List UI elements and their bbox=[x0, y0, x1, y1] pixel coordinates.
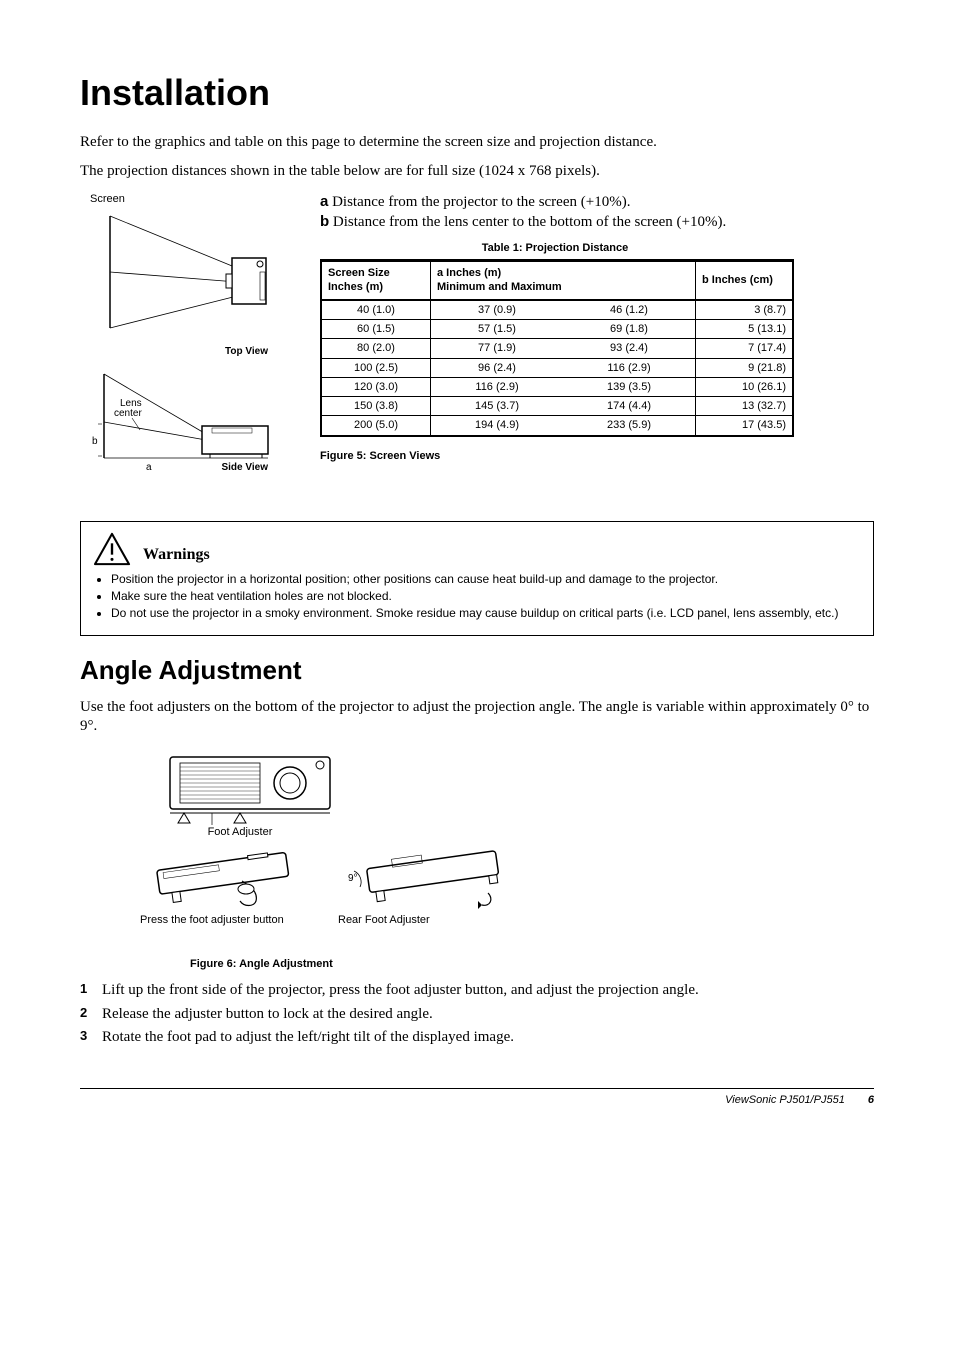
projection-table: Screen Size Inches (m) a Inches (m)Minim… bbox=[320, 259, 794, 437]
table-cell: 46 (1.2) bbox=[563, 300, 696, 320]
table-cell: 96 (2.4) bbox=[431, 358, 564, 377]
table-cell: 9 (21.8) bbox=[696, 358, 793, 377]
warning-icon bbox=[93, 532, 131, 566]
page-title: Installation bbox=[80, 70, 874, 117]
table-cell: 150 (3.8) bbox=[322, 397, 431, 416]
warning-item: Position the projector in a horizontal p… bbox=[111, 572, 861, 587]
warning-item: Make sure the heat ventilation holes are… bbox=[111, 589, 861, 604]
step-item: Rotate the foot pad to adjust the left/r… bbox=[80, 1028, 874, 1048]
table-cell: 40 (1.0) bbox=[322, 300, 431, 320]
warnings-box: Warnings Position the projector in a hor… bbox=[80, 521, 874, 636]
def-a: a Distance from the projector to the scr… bbox=[320, 192, 874, 213]
angle-para: Use the foot adjusters on the bottom of … bbox=[80, 698, 874, 737]
table-cell: 17 (43.5) bbox=[696, 416, 793, 435]
th-screen-size: Screen Size Inches (m) bbox=[328, 267, 390, 293]
table-cell: 60 (1.5) bbox=[322, 319, 431, 338]
table-caption: Table 1: Projection Distance bbox=[320, 241, 790, 255]
table-row: 200 (5.0)194 (4.9)233 (5.9)17 (43.5) bbox=[322, 416, 792, 435]
table-cell: 37 (0.9) bbox=[431, 300, 564, 320]
table-cell: 13 (32.7) bbox=[696, 397, 793, 416]
screen-label: Screen bbox=[90, 192, 290, 206]
svg-text:Side View: Side View bbox=[221, 462, 268, 473]
step-text: Lift up the front side of the projector,… bbox=[102, 981, 699, 1001]
fig5-caption: Figure 5: Screen Views bbox=[320, 449, 874, 463]
intro-para-2: The projection distances shown in the ta… bbox=[80, 162, 874, 182]
def-b-text: Distance from the lens center to the bot… bbox=[329, 214, 726, 230]
table-cell: 69 (1.8) bbox=[563, 319, 696, 338]
table-cell: 233 (5.9) bbox=[563, 416, 696, 435]
table-cell: 116 (2.9) bbox=[431, 377, 564, 396]
svg-text:9°: 9° bbox=[348, 873, 358, 884]
table-cell: 194 (4.9) bbox=[431, 416, 564, 435]
table-cell: 3 (8.7) bbox=[696, 300, 793, 320]
table-cell: 80 (2.0) bbox=[322, 339, 431, 358]
step-item: Release the adjuster button to lock at t… bbox=[80, 1005, 874, 1025]
table-cell: 174 (4.4) bbox=[563, 397, 696, 416]
table-cell: 57 (1.5) bbox=[431, 319, 564, 338]
fig6-caption: Figure 6: Angle Adjustment bbox=[190, 957, 874, 971]
top-view-diagram: Top View bbox=[80, 206, 274, 360]
table-row: 100 (2.5)96 (2.4)116 (2.9)9 (21.8) bbox=[322, 358, 792, 377]
rear-foot-svg: 9° bbox=[338, 837, 508, 913]
table-cell: 145 (3.7) bbox=[431, 397, 564, 416]
foot-adjuster-label: Foot Adjuster bbox=[208, 826, 273, 837]
table-cell: 100 (2.5) bbox=[322, 358, 431, 377]
def-a-text: Distance from the projector to the scree… bbox=[328, 194, 630, 210]
th-a-sub: Minimum and Maximum bbox=[437, 281, 562, 293]
table-cell: 120 (3.0) bbox=[322, 377, 431, 396]
table-row: 60 (1.5)57 (1.5)69 (1.8)5 (13.1) bbox=[322, 319, 792, 338]
footer-model: ViewSonic PJ501/PJ551 bbox=[725, 1094, 845, 1106]
svg-text:Top View: Top View bbox=[225, 346, 268, 357]
warnings-label: Warnings bbox=[143, 545, 210, 566]
table-cell: 5 (13.1) bbox=[696, 319, 793, 338]
warning-item: Do not use the projector in a smoky envi… bbox=[111, 606, 861, 621]
svg-text:center: center bbox=[114, 408, 142, 419]
def-b: b Distance from the lens center to the b… bbox=[320, 212, 874, 233]
table-cell: 200 (5.0) bbox=[322, 416, 431, 435]
th-a-text: Inches (m) bbox=[443, 267, 501, 279]
table-cell: 7 (17.4) bbox=[696, 339, 793, 358]
table-cell: 139 (3.5) bbox=[563, 377, 696, 396]
angle-heading: Angle Adjustment bbox=[80, 654, 874, 688]
intro-para-1: Refer to the graphics and table on this … bbox=[80, 133, 874, 153]
press-btn-svg bbox=[140, 837, 310, 913]
th-b-text: Inches (cm) bbox=[709, 274, 773, 286]
rear-foot-label: Rear Foot Adjuster bbox=[338, 913, 508, 927]
step-text: Release the adjuster button to lock at t… bbox=[102, 1005, 433, 1025]
table-cell: 10 (26.1) bbox=[696, 377, 793, 396]
table-cell: 116 (2.9) bbox=[563, 358, 696, 377]
step-text: Rotate the foot pad to adjust the left/r… bbox=[102, 1028, 514, 1048]
th-b-bold: b bbox=[702, 274, 709, 286]
table-cell: 77 (1.9) bbox=[431, 339, 564, 358]
svg-text:b: b bbox=[92, 436, 98, 447]
side-view-diagram: Lens center b a Side View bbox=[80, 364, 274, 483]
footer-page: 6 bbox=[868, 1094, 874, 1106]
table-row: 120 (3.0)116 (2.9)139 (3.5)10 (26.1) bbox=[322, 377, 792, 396]
step-item: Lift up the front side of the projector,… bbox=[80, 981, 874, 1001]
svg-text:a: a bbox=[146, 462, 152, 473]
angle-figure: Foot Adjuster Press the foot adjuster bu… bbox=[140, 751, 874, 927]
table-row: 150 (3.8)145 (3.7)174 (4.4)13 (32.7) bbox=[322, 397, 792, 416]
press-btn-label: Press the foot adjuster button bbox=[140, 913, 310, 927]
table-row: 80 (2.0)77 (1.9)93 (2.4)7 (17.4) bbox=[322, 339, 792, 358]
def-b-prefix: b bbox=[320, 213, 329, 230]
front-view-svg: Foot Adjuster bbox=[140, 751, 340, 837]
footer: ViewSonic PJ501/PJ551 6 bbox=[80, 1088, 874, 1107]
table-cell: 93 (2.4) bbox=[563, 339, 696, 358]
steps-list: Lift up the front side of the projector,… bbox=[80, 981, 874, 1048]
table-row: 40 (1.0)37 (0.9)46 (1.2)3 (8.7) bbox=[322, 300, 792, 320]
